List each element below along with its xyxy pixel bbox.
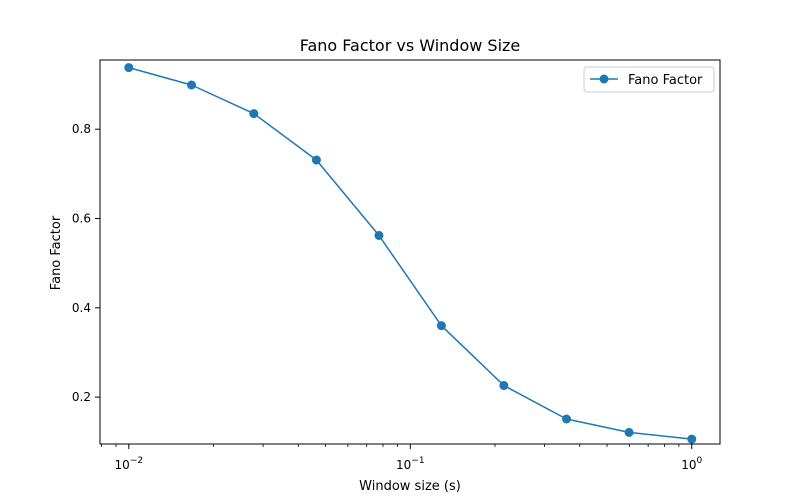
y-axis-label: Fano Factor [49, 215, 64, 290]
data-point [624, 427, 634, 437]
plot-frame [99, 59, 721, 445]
data-point [187, 80, 197, 90]
chart-title: Fano Factor vs Window Size [300, 36, 521, 55]
x-tick-label: 100 [681, 456, 702, 472]
data-point [687, 434, 697, 444]
series-layer [124, 63, 697, 444]
legend-box [583, 66, 715, 93]
legend-label: Fano Factor [628, 73, 703, 88]
data-point [374, 230, 384, 240]
x-tick-label: 10−2 [115, 456, 144, 472]
x-axis-label: Window size (s) [359, 479, 461, 494]
y-tick-label: 0.2 [72, 390, 91, 404]
y-tick-label: 0.6 [72, 212, 91, 226]
data-point [499, 381, 509, 391]
x-tick-label: 10−1 [396, 456, 425, 472]
data-point [249, 109, 259, 119]
series-line [128, 66, 692, 440]
legend-marker-swatch [599, 74, 609, 84]
y-tick-label: 0.4 [72, 301, 91, 315]
data-point [436, 321, 446, 331]
axis-ticks: 10−2 10−1 100 0.2 0.4 0.6 0.8 [72, 122, 703, 472]
y-tick-label: 0.8 [72, 122, 91, 136]
data-point [124, 63, 134, 73]
data-point [562, 414, 572, 424]
legend: Fano Factor [583, 66, 715, 93]
data-point [311, 155, 321, 165]
